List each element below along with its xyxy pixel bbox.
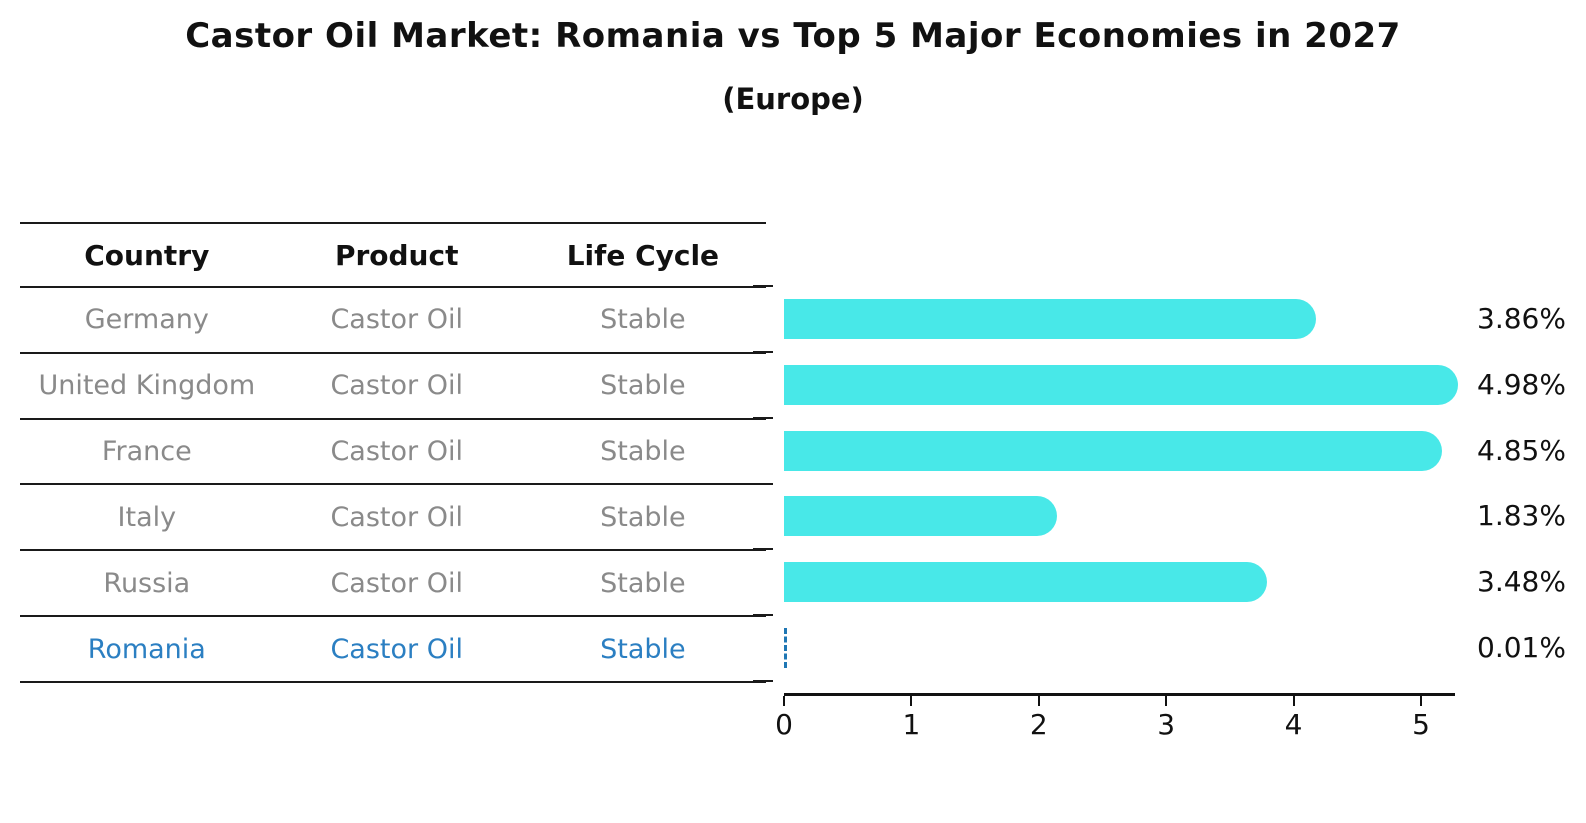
bar-chart: 3.86% 4.98% 4.85% 1.83% 3.48% 0.01% 0 1 2 3 4 5 [753, 285, 1566, 741]
value-label-france: 4.85% [1477, 433, 1566, 467]
x-axis-tick [783, 696, 785, 706]
cell-life-cycle: Stable [600, 567, 686, 599]
x-axis-tick [910, 696, 913, 706]
bar-france [784, 430, 1442, 471]
cell-country: France [101, 436, 192, 468]
x-tick-label-4: 4 [1284, 708, 1303, 741]
value-label-romania: 0.01% [1477, 631, 1566, 665]
table-row-italy: Italy Castor Oil Stable [20, 485, 766, 552]
y-axis-tick [753, 416, 773, 419]
value-label-united-kingdom: 4.98% [1477, 367, 1566, 401]
y-axis-tick [753, 548, 773, 551]
bar-germany [784, 298, 1316, 339]
chart-subtitle: (Europe) [722, 82, 864, 116]
x-axis-tick [1165, 696, 1168, 706]
x-axis-line [784, 693, 1455, 696]
column-header-life-cycle: Life Cycle [566, 238, 720, 272]
cell-country: Russia [103, 567, 191, 599]
cell-product: Castor Oil [330, 304, 463, 336]
y-axis-tick [753, 482, 773, 485]
cell-country: Germany [84, 304, 209, 336]
x-tick-label-3: 3 [1157, 708, 1176, 741]
bar-united-kingdom [784, 364, 1459, 405]
x-axis-tick [1420, 696, 1422, 706]
y-axis-tick [753, 285, 773, 287]
chart-title: Castor Oil Market: Romania vs Top 5 Majo… [185, 16, 1401, 56]
y-axis-tick [753, 350, 773, 353]
y-axis-tick [753, 680, 773, 682]
cell-country: Italy [117, 501, 177, 533]
table-row-france: France Castor Oil Stable [20, 420, 766, 486]
y-axis-tick [753, 614, 773, 617]
table-row-united-kingdom: United Kingdom Castor Oil Stable [20, 354, 766, 420]
cell-life-cycle: Stable [600, 633, 686, 665]
x-axis-tick [1292, 696, 1295, 706]
cell-life-cycle: Stable [600, 501, 686, 533]
x-tick-label-2: 2 [1029, 708, 1048, 741]
cell-product: Castor Oil [330, 370, 463, 402]
x-tick-label-1: 1 [902, 708, 921, 741]
table-row-russia: Russia Castor Oil Stable [20, 551, 766, 618]
table-row-romania: Romania Castor Oil Stable [20, 617, 766, 683]
country-table: Country Product Life Cycle Germany Castor… [20, 222, 766, 683]
x-tick-label-5: 5 [1412, 708, 1430, 741]
cell-life-cycle: Stable [600, 436, 686, 468]
cell-life-cycle: Stable [600, 370, 686, 402]
cell-product: Castor Oil [330, 501, 463, 533]
table-row-germany: Germany Castor Oil Stable [20, 288, 766, 354]
bar-romania [784, 628, 787, 669]
cell-product: Castor Oil [330, 567, 463, 599]
cell-life-cycle: Stable [600, 304, 686, 336]
column-header-country: Country [84, 238, 210, 272]
bar-italy [784, 496, 1058, 537]
value-label-russia: 3.48% [1477, 565, 1566, 599]
cell-product: Castor Oil [330, 633, 463, 665]
table-body: Germany Castor Oil Stable United Kingdom Cas… [20, 288, 766, 683]
cell-country: Romania [87, 633, 206, 665]
bar-russia [784, 562, 1268, 603]
x-tick-label-0: 0 [775, 708, 793, 741]
table-header-row: Country Product Life Cycle [20, 224, 766, 288]
value-label-germany: 3.86% [1477, 301, 1566, 335]
x-axis-tick [1037, 696, 1040, 706]
cell-product: Castor Oil [330, 436, 463, 468]
value-label-italy: 1.83% [1477, 499, 1566, 533]
column-header-product: Product [334, 238, 459, 272]
cell-country: United Kingdom [38, 370, 256, 402]
